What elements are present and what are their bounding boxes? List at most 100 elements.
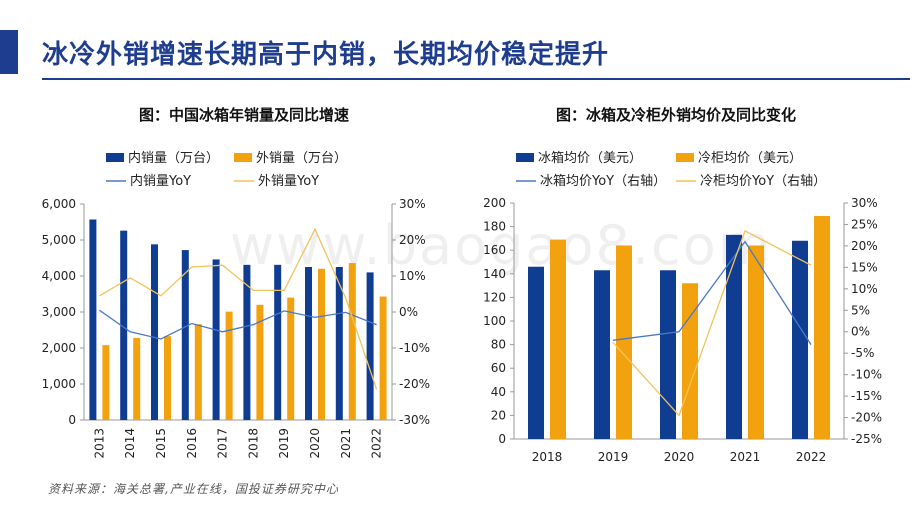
x-tick-label: 2019 (598, 450, 629, 464)
bar-series2-2017 (225, 311, 233, 420)
y-left-tick-label: 140 (483, 267, 506, 281)
y-left-tick-label: 60 (491, 361, 506, 375)
source-note: 资料来源：海关总署,产业在线，国投证券研究中心 (48, 482, 339, 496)
x-tick-label: 2020 (664, 450, 695, 464)
x-tick-label: 2016 (185, 428, 199, 459)
y-right-tick-label: 0% (399, 305, 418, 319)
y-right-tick-label: 10% (851, 282, 878, 296)
legend-label-2: 内销量YoY (130, 173, 191, 189)
x-tick-label: 2013 (92, 428, 106, 459)
x-tick-label: 2019 (277, 428, 291, 459)
legend-label-3: 冷柜均价YoY（右轴） (700, 174, 826, 189)
x-tick-label: 2018 (532, 450, 563, 464)
bar-series2-2015 (164, 336, 171, 420)
y-left-tick-label: 6,000 (42, 197, 76, 211)
y-right-tick-label: 10% (399, 269, 426, 283)
x-tick-label: 2021 (730, 450, 761, 464)
bar-series1-2018 (243, 264, 251, 420)
legend-swatch-1 (234, 153, 252, 162)
x-tick-label: 2022 (370, 428, 384, 459)
bar-series1-2018 (528, 266, 544, 439)
y-left-tick-label: 80 (491, 338, 506, 352)
y-left-tick-label: 4,000 (42, 269, 76, 283)
legend-label-3: 外销量YoY (258, 174, 319, 189)
y-left-tick-label: 2,000 (42, 341, 76, 355)
bar-series1-2016 (181, 250, 189, 420)
bar-series2-2021 (748, 245, 764, 439)
bar-series2-2013 (102, 345, 110, 420)
y-right-tick-label: -20% (851, 411, 882, 425)
y-left-tick-label: 0 (498, 432, 506, 446)
chart-fridge-sales: 图：中国冰箱年销量及同比增速内销量（万台） 外销量（万台） 内销量YoY 外销量YoY… (34, 100, 454, 459)
x-tick-label: 2021 (339, 428, 353, 459)
y-right-tick-label: -5% (851, 346, 874, 360)
y-right-tick-label: 15% (851, 260, 878, 274)
chart-title: 图：中国冰箱年销量及同比增速 (139, 106, 349, 124)
y-left-tick-label: 20 (491, 408, 506, 422)
bar-series1-2014 (120, 230, 128, 420)
y-left-tick-label: 3,000 (42, 305, 76, 319)
bar-series1-2020 (305, 267, 312, 420)
y-left-tick-label: 120 (483, 290, 506, 304)
title-underline (42, 78, 910, 80)
y-right-tick-label: -20% (399, 377, 430, 391)
bar-series2-2019 (616, 245, 632, 439)
y-right-tick-label: 5% (851, 303, 870, 317)
bar-series2-2016 (194, 324, 202, 420)
legend-swatch-0 (516, 153, 534, 162)
x-tick-label: 2020 (308, 428, 322, 459)
y-left-tick-label: 180 (483, 220, 506, 234)
bar-series1-2013 (89, 219, 97, 420)
y-right-tick-label: -10% (399, 341, 430, 355)
legend-label-1: 冷柜均价（美元） (698, 151, 802, 166)
bar-series2-2018 (256, 304, 264, 420)
legend-swatch-1 (676, 153, 694, 162)
y-right-tick-label: -25% (851, 432, 882, 446)
slide-title: 冰冷外销增速长期高于内销，长期均价稳定提升 (42, 40, 610, 70)
bar-series2-2020 (318, 268, 325, 420)
y-right-tick-label: -15% (851, 389, 882, 403)
y-right-tick-label: -30% (399, 413, 430, 427)
title-accent-bar (0, 30, 18, 74)
bar-series2-2021 (348, 263, 356, 420)
bar-series1-2021 (335, 267, 343, 420)
bar-series2-2020 (682, 283, 698, 439)
bar-series2-2018 (550, 239, 566, 439)
y-left-tick-label: 100 (483, 314, 506, 328)
bar-series1-2021 (726, 234, 742, 439)
x-tick-label: 2017 (216, 428, 230, 459)
bar-series1-2017 (212, 259, 220, 420)
y-right-tick-label: 0% (851, 325, 870, 339)
bar-series1-2015 (151, 244, 158, 420)
bar-series2-2022 (379, 296, 387, 420)
legend-label-0: 内销量（万台） (128, 150, 219, 166)
line-series4 (99, 227, 378, 390)
y-left-tick-label: 200 (483, 196, 506, 210)
y-left-tick-label: 1,000 (42, 377, 76, 391)
bar-series2-2022 (814, 215, 830, 439)
legend-swatch-0 (106, 153, 124, 162)
legend-label-2: 冰箱均价YoY（右轴） (540, 173, 666, 189)
bar-series1-2019 (274, 264, 282, 420)
chart-fridge-price: 图：冰箱及冷柜外销均价及同比变化 冰箱均价（美元） 冷柜均价（美元） 冰箱均价YoY（… (470, 100, 910, 470)
bar-series2-2019 (287, 297, 295, 420)
bar-series2-2014 (133, 337, 141, 420)
y-right-tick-label: -10% (851, 368, 882, 382)
x-tick-label: 2014 (123, 428, 137, 459)
bar-series1-2022 (792, 240, 808, 439)
legend-label-1: 外销量（万台） (256, 151, 347, 166)
y-right-tick-label: 30% (399, 197, 426, 211)
y-left-tick-label: 0 (68, 413, 76, 427)
y-left-tick-label: 5,000 (42, 233, 76, 247)
line-series4 (612, 229, 812, 417)
y-left-tick-label: 160 (483, 243, 506, 257)
y-right-tick-label: 20% (851, 239, 878, 253)
chart-title: 图：冰箱及冷柜外销均价及同比变化 (556, 106, 796, 124)
bar-series1-2022 (366, 272, 374, 420)
bar-series1-2020 (660, 270, 676, 439)
y-right-tick-label: 30% (851, 196, 878, 210)
x-tick-label: 2022 (796, 450, 827, 464)
line-series3 (99, 309, 377, 340)
